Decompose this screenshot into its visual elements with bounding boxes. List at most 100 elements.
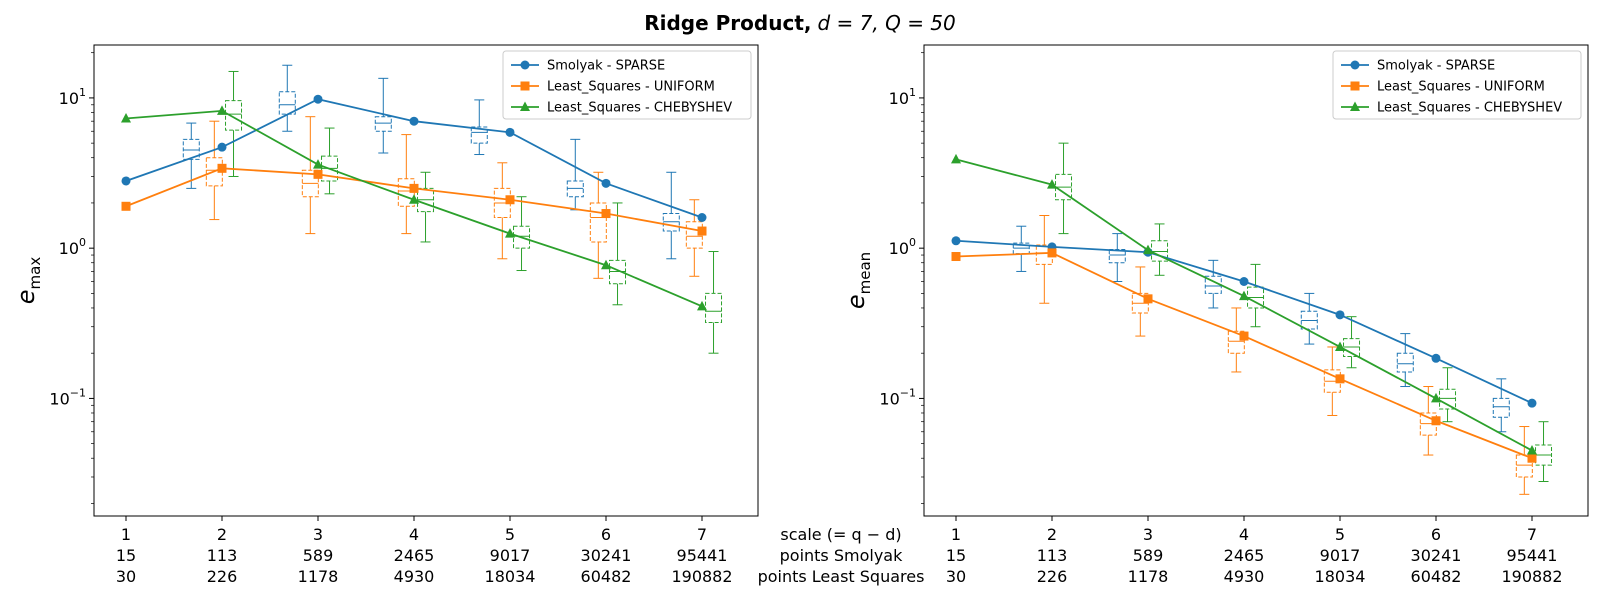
- table-header: scale (= q − d): [780, 525, 901, 544]
- legend-swatch-marker: [1350, 101, 1360, 111]
- box-uniform-7: [685, 199, 703, 277]
- box-iqr: [1343, 338, 1361, 358]
- data-point: [217, 142, 227, 152]
- table-points-smolyak: 2465: [1224, 546, 1265, 565]
- chart-panel-1: 10−1 100 101 emax Smolyak - SPARSE Least_Squa…: [12, 44, 759, 521]
- table-points-least-squares: 190882: [671, 567, 732, 586]
- table-points-least-squares: 18034: [485, 567, 536, 586]
- box-smolyak-3: [1108, 233, 1126, 283]
- legend-label: Least_Squares - CHEBYSHEV: [1377, 101, 1562, 116]
- y-tick-label: 101: [889, 86, 916, 108]
- table-points-smolyak: 589: [1133, 546, 1164, 565]
- data-point: [409, 183, 419, 193]
- table-scale: 1: [121, 525, 131, 544]
- scale-table: 1153021132263589117842465493059017180346…: [116, 525, 1563, 586]
- box-uniform-6: [589, 171, 607, 279]
- table-points-least-squares: 30: [116, 567, 136, 586]
- table-points-smolyak: 95441: [1507, 546, 1558, 565]
- table-points-least-squares: 4930: [394, 567, 435, 586]
- box-iqr: [1108, 248, 1126, 264]
- axes-layer: 10−1 100 101 emax Smolyak - SPARSE Least_Squa…: [12, 44, 1589, 521]
- legend-swatch-marker: [520, 60, 530, 70]
- legend-box: [1332, 50, 1582, 120]
- table-scale: 4: [409, 525, 419, 544]
- y-axis-label: emax: [12, 257, 44, 305]
- data-point: [1239, 331, 1249, 341]
- box-iqr: [609, 259, 627, 285]
- data-point: [217, 105, 227, 115]
- y-tick-label: 10−1: [879, 386, 916, 408]
- table-points-least-squares: 1178: [1128, 567, 1169, 586]
- table-points-least-squares: 30: [946, 567, 966, 586]
- data-point: [951, 153, 961, 164]
- box-iqr: [1492, 397, 1510, 418]
- box-iqr: [513, 225, 531, 249]
- data-point: [1143, 244, 1153, 255]
- data-point: [1335, 374, 1345, 384]
- box-smolyak-5: [1300, 292, 1318, 345]
- legend-swatch-marker: [520, 81, 530, 91]
- table-scale: 6: [601, 525, 611, 544]
- data-point: [601, 209, 611, 219]
- data-point: [1335, 341, 1345, 351]
- legend: Smolyak - SPARSE Least_Squares - UNIFORM L…: [502, 50, 752, 120]
- table-points-smolyak: 30241: [581, 546, 632, 565]
- table-points-least-squares: 60482: [1411, 567, 1462, 586]
- box-iqr: [705, 292, 723, 324]
- box-chebyshev-6: [1439, 367, 1457, 423]
- box-iqr: [301, 169, 319, 198]
- data-point: [1239, 290, 1249, 301]
- box-smolyak-6: [566, 138, 584, 211]
- legend-label: Smolyak - SPARSE: [1377, 59, 1495, 74]
- data-point: [505, 228, 515, 238]
- box-smolyak-2: [182, 122, 200, 189]
- y-axis-label: emean: [842, 252, 874, 309]
- table-row-label-least-squares: points Least Squares: [758, 567, 925, 586]
- figure-title: Ridge Product, d = 7, Q = 50: [644, 11, 956, 35]
- box-chebyshev-2: [225, 70, 243, 177]
- figure-title-math: d = 7, Q = 50: [817, 11, 955, 35]
- data-point: [697, 213, 707, 223]
- table-row-label-smolyak: points Smolyak: [780, 546, 903, 565]
- data-point: [313, 159, 323, 169]
- data-point: [1047, 179, 1057, 189]
- box-uniform-3: [301, 116, 319, 235]
- box-chebyshev-2: [1055, 142, 1073, 235]
- box-chebyshev-7: [1535, 421, 1553, 482]
- data-point: [1431, 353, 1441, 363]
- box-iqr: [589, 202, 607, 243]
- box-uniform-2: [205, 120, 223, 221]
- legend-swatch-marker: [1350, 60, 1360, 70]
- data-point: [951, 252, 961, 262]
- legend-label: Least_Squares - CHEBYSHEV: [547, 101, 732, 116]
- box-smolyak-2: [1012, 225, 1030, 272]
- box-uniform-2: [1035, 214, 1053, 304]
- data-point: [121, 176, 131, 186]
- legend-box: [502, 50, 752, 120]
- box-chebyshev-5: [513, 196, 531, 272]
- table-scale: 3: [313, 525, 323, 544]
- y-tick-label: 100: [59, 236, 86, 258]
- table-scale: 7: [697, 525, 707, 544]
- box-smolyak-4: [374, 77, 392, 154]
- table-points-smolyak: 113: [1037, 546, 1068, 565]
- box-uniform-4: [397, 134, 415, 235]
- table-scale: 5: [1335, 525, 1345, 544]
- table-points-least-squares: 1178: [298, 567, 339, 586]
- data-point: [313, 94, 323, 104]
- box-iqr: [1396, 352, 1414, 373]
- data-point: [697, 226, 707, 236]
- data-point: [505, 195, 515, 205]
- data-point: [1527, 398, 1537, 408]
- data-point: [1239, 277, 1249, 287]
- data-point: [505, 127, 515, 137]
- data-point: [217, 163, 227, 173]
- box-iqr: [374, 116, 392, 132]
- box-iqr: [662, 213, 680, 232]
- table-points-least-squares: 226: [207, 567, 238, 586]
- table-scale: 5: [505, 525, 515, 544]
- data-point: [121, 112, 131, 123]
- box-iqr: [397, 178, 415, 207]
- box-smolyak-7: [662, 171, 680, 260]
- series-line-chebyshev: [125, 109, 703, 308]
